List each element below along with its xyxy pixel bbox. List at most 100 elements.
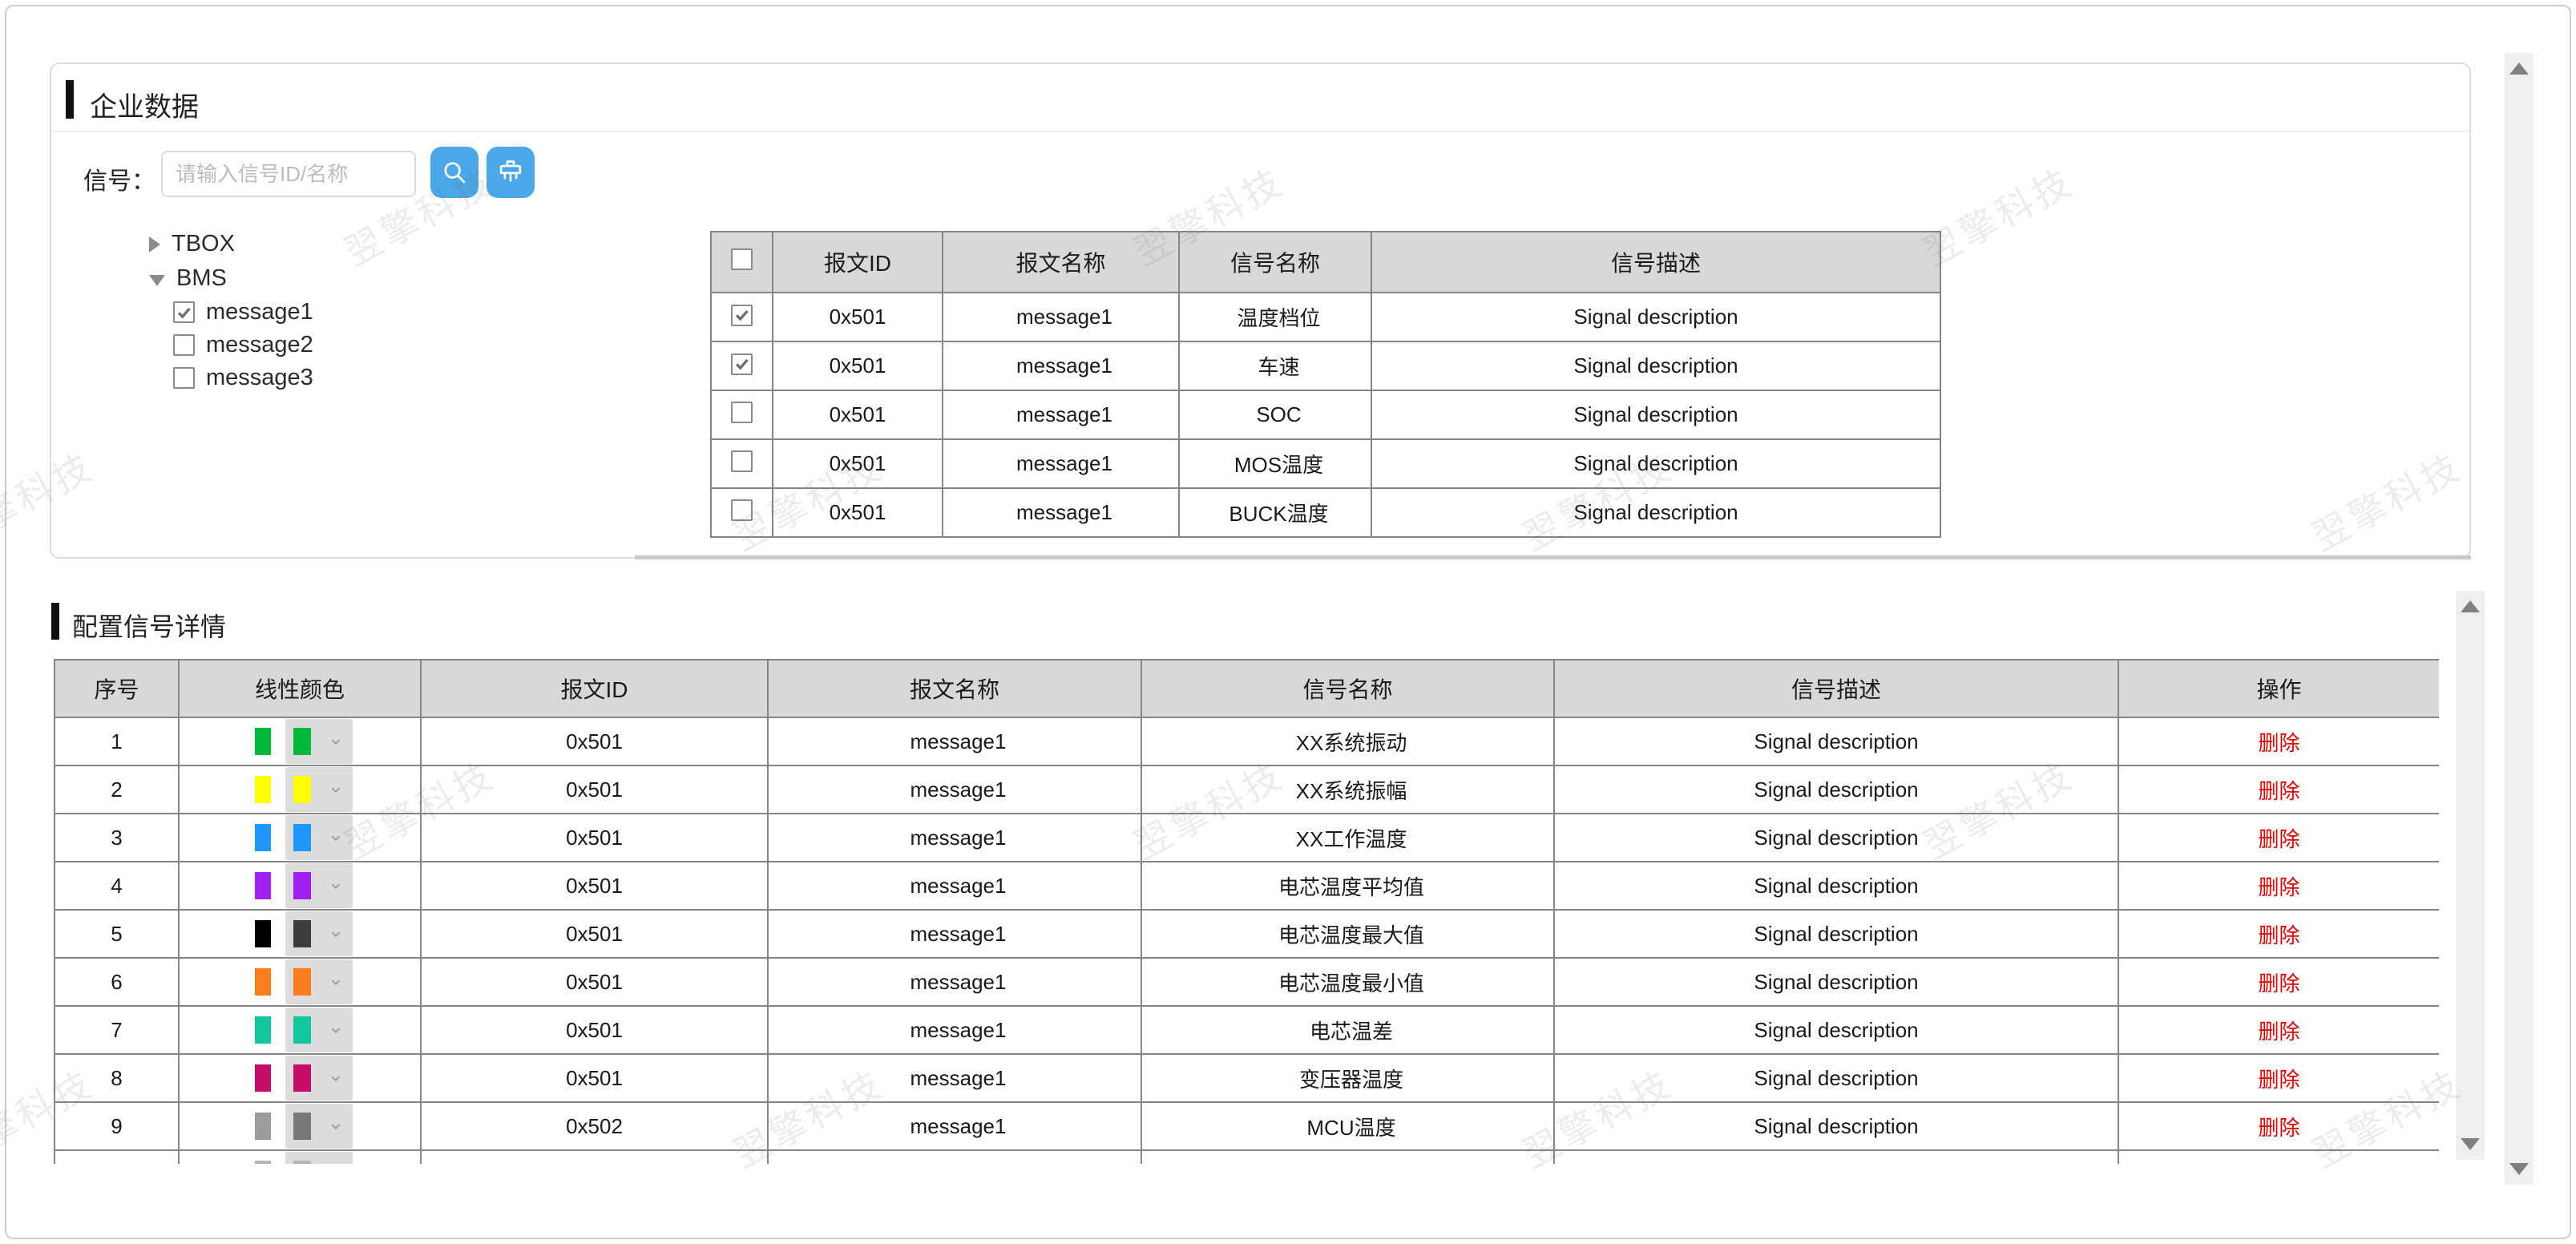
msg-name-cell: message1 [767, 1005, 1142, 1055]
table-row: 6 0x501 message1 电芯温度最小值 Signal descript… [54, 957, 2439, 1007]
message-checkbox[interactable] [173, 301, 195, 323]
color-dropdown[interactable] [285, 1008, 353, 1052]
section-title: 配置信号详情 [72, 612, 227, 641]
column-header: 报文名称 [942, 231, 1180, 293]
color-dropdown-swatch [293, 728, 311, 755]
color-swatch [254, 1064, 271, 1092]
color-dropdown[interactable] [285, 1152, 353, 1164]
color-dropdown[interactable] [285, 767, 353, 812]
clear-button[interactable] [487, 147, 535, 198]
color-swatch [254, 968, 271, 996]
table-row: 2 0x501 message1 XX系统振幅 Signal descripti… [54, 765, 2439, 814]
signal-name-cell: 电芯温差 [1141, 1005, 1555, 1055]
magnifier-icon [439, 157, 470, 188]
signal-name-cell: 电芯温度最小值 [1141, 957, 1555, 1007]
signal-search-label: 信号： [83, 168, 155, 195]
column-header: 操作 [2118, 659, 2439, 718]
msg-name-cell: message1 [767, 717, 1142, 766]
delete-link[interactable]: 删除 [2258, 971, 2300, 996]
table-row: 8 0x501 message1 变压器温度 Signal descriptio… [54, 1053, 2439, 1103]
delete-link[interactable]: 删除 [2258, 778, 2300, 803]
msg-id-cell: 0x501 [420, 717, 769, 766]
message-checkbox[interactable] [173, 334, 195, 356]
column-header: 报文名称 [767, 659, 1142, 718]
signal-name-cell: XX系统振动 [1141, 717, 1555, 766]
delete-link[interactable]: 删除 [2258, 1115, 2300, 1140]
delete-link[interactable]: 删除 [2258, 923, 2300, 947]
row-checkbox[interactable] [731, 304, 753, 326]
msg-id-cell: 0x501 [772, 487, 943, 538]
color-dropdown[interactable] [285, 959, 353, 1004]
color-dropdown-swatch [293, 1064, 311, 1092]
signal-search-input[interactable] [161, 151, 416, 197]
msg-id-cell: 0x502 [420, 1101, 769, 1151]
signal-name-cell: 电芯温度平均值 [1141, 861, 1555, 911]
caret-icon[interactable] [149, 236, 160, 252]
message-checkbox[interactable] [173, 367, 195, 389]
row-checkbox[interactable] [731, 401, 753, 423]
page-scrollbar[interactable] [2505, 53, 2534, 1185]
table-row: 5 0x501 message1 电芯温度最大值 Signal descript… [54, 909, 2439, 959]
index-cell: 7 [54, 1005, 180, 1055]
msg-name-cell: message1 [767, 1101, 1142, 1151]
signal-desc-cell: Signal description [1371, 292, 1941, 342]
table-row: 0x501 message1 BUCK温度 Signal description [710, 487, 1941, 538]
select-all-header [710, 231, 773, 293]
tree-node[interactable]: BMS [149, 261, 313, 296]
msg-id-cell: 0x501 [772, 438, 943, 489]
color-swatch [254, 920, 271, 947]
msg-id-cell: 0x501 [772, 341, 943, 391]
tree-leaf[interactable]: message2 [149, 329, 313, 361]
color-swatch [254, 1016, 271, 1044]
signal-desc-cell: Signal description [1371, 487, 1941, 538]
signal-name-cell: MOS温度 [1178, 438, 1372, 489]
color-dropdown[interactable] [285, 1056, 353, 1101]
table-row: 0x501 message1 SOC Signal description [710, 390, 1941, 440]
line-color-cell [178, 957, 422, 1007]
color-dropdown[interactable] [285, 1104, 353, 1149]
divider [51, 131, 2469, 132]
tree-leaf[interactable]: message3 [149, 361, 313, 394]
table-scrollbar[interactable] [2456, 591, 2485, 1160]
delete-link[interactable]: 删除 [2258, 874, 2300, 899]
msg-id-cell: 0x501 [420, 813, 769, 862]
search-button[interactable] [430, 147, 478, 198]
color-dropdown[interactable] [285, 815, 353, 860]
color-dropdown[interactable] [285, 719, 353, 764]
color-dropdown[interactable] [285, 863, 353, 908]
column-header: 信号名称 [1141, 659, 1555, 718]
chevron-down-icon [331, 1076, 340, 1082]
column-header: 报文ID [420, 659, 769, 718]
scroll-up-arrow-icon[interactable] [2461, 600, 2480, 612]
msg-name-cell: message1 [942, 292, 1180, 342]
delete-link[interactable]: 删除 [2258, 826, 2300, 851]
brush-icon [495, 157, 526, 188]
signal-desc-cell: Signal description [1553, 1053, 2119, 1103]
color-dropdown-swatch [293, 1113, 311, 1140]
panel-title: 企业数据 [90, 92, 199, 123]
scroll-down-arrow-icon[interactable] [2509, 1163, 2529, 1175]
row-checkbox[interactable] [731, 450, 753, 472]
select-all-checkbox[interactable] [731, 248, 753, 270]
chevron-down-icon [331, 883, 340, 890]
scroll-down-arrow-icon[interactable] [2461, 1138, 2480, 1150]
delete-link[interactable]: 删除 [2258, 730, 2300, 755]
color-dropdown-swatch [293, 920, 311, 947]
color-dropdown-swatch [293, 776, 311, 803]
row-checkbox[interactable] [731, 499, 753, 521]
tree-node[interactable]: TBOX [149, 227, 313, 261]
row-checkbox[interactable] [731, 353, 753, 375]
scroll-up-arrow-icon[interactable] [2509, 63, 2529, 75]
index-cell: 1 [54, 717, 180, 766]
chevron-down-icon [331, 835, 340, 842]
delete-link[interactable]: 删除 [2258, 1067, 2300, 1092]
tree-leaf[interactable]: message1 [149, 296, 313, 329]
caret-icon[interactable] [149, 274, 165, 286]
column-header: 线性颜色 [178, 659, 422, 718]
color-dropdown[interactable] [285, 911, 353, 956]
delete-link[interactable]: 删除 [2258, 1019, 2300, 1044]
line-color-cell [178, 813, 422, 862]
msg-name-cell: message1 [767, 765, 1142, 814]
line-color-cell [178, 909, 422, 959]
msg-name-cell: message1 [942, 390, 1180, 440]
